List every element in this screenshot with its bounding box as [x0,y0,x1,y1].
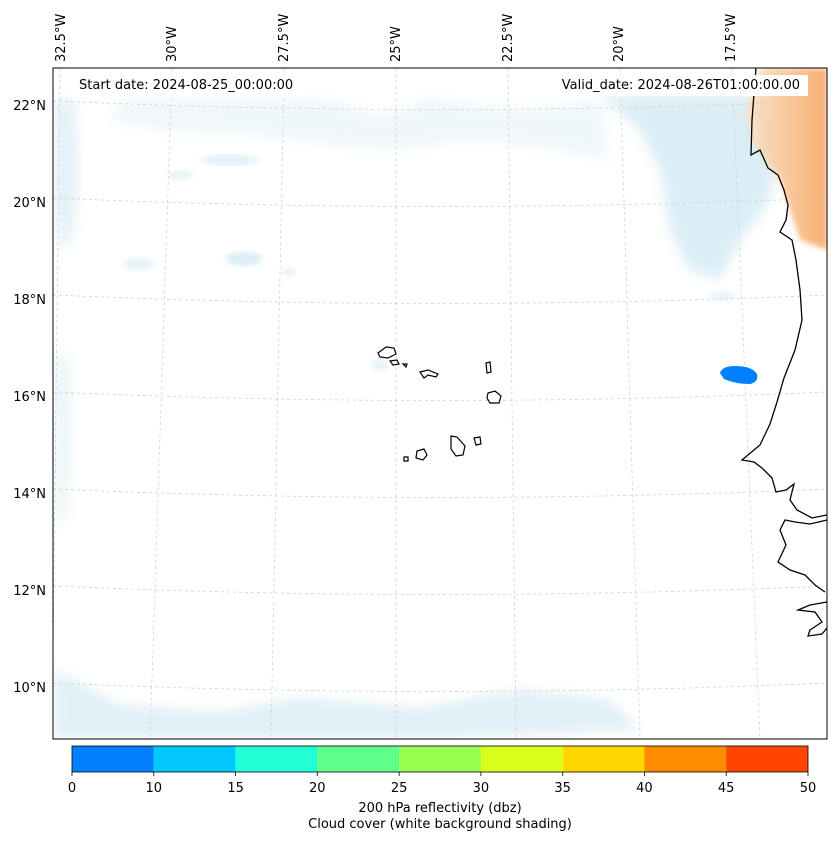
colorbar [71,745,809,776]
colorbar-frame [71,745,809,773]
colorbar-tick-label: 30 [472,781,490,796]
lat-label: 14°N [13,487,46,502]
island-maio [473,436,482,446]
island-santo-antao [377,346,397,359]
lat-label: 20°N [13,196,46,211]
colorbar-tick-label: 50 [799,781,817,796]
gridlines [53,68,827,739]
colorbar-segment [72,746,154,772]
lon-label: 27.5°W [277,14,292,62]
colorbar-tick-label: 10 [145,781,163,796]
lon-label: 20°W [612,26,627,62]
reflectivity-cell [720,366,758,384]
colorbar-tick-label: 25 [390,781,408,796]
lon-label: 30°W [165,26,180,62]
colorbar-title: 200 hPa reflectivity (dbz) [358,801,522,816]
colorbar-segment [562,746,645,772]
longitude-labels: 32.5°W 30°W 27.5°W 25°W 22.5°W 20°W 17.5… [54,14,739,62]
lat-label: 22°N [13,99,46,114]
colorbar-segment [399,746,481,772]
colorbar-segment [644,746,727,772]
colorbar-segment [480,746,563,772]
colorbar-tick-label: 40 [636,781,653,796]
colorbar-tick-label: 15 [227,781,244,796]
island-brava [403,456,409,462]
latitude-labels: 22°N 20°N 18°N 16°N 14°N 12°N 10°N [13,99,46,696]
west-africa-coastline [740,68,827,637]
lon-label: 32.5°W [54,14,69,62]
lon-label: 17.5°W [724,14,739,62]
valid-date-label: Valid_date: 2024-08-26T01:00:00.00 [553,75,808,96]
island-sal [485,361,492,374]
map-frame [52,67,828,740]
colorbar-tick-label: 0 [67,781,77,796]
dust-region [745,68,827,250]
cape-verde-islands [377,346,502,462]
lat-label: 18°N [13,293,46,308]
colorbar-tick-label: 35 [554,781,571,796]
colorbar-tick-label: 20 [309,781,326,796]
colorbar-segment [153,746,236,772]
lon-label: 25°W [389,26,404,62]
colorbar-segment [235,746,318,772]
island-boa-vista [486,390,502,404]
colorbar-segment [317,746,400,772]
map-area [53,68,827,739]
island-sao-vicente [388,359,400,366]
island-fogo [415,448,428,461]
lat-label: 10°N [13,681,46,696]
lat-label: 12°N [13,584,46,599]
colorbar-ticks [71,772,809,776]
island-santiago [450,435,466,457]
island-santa-luzia [401,363,408,369]
colorbar-segment [726,746,808,772]
colorbar-subtitle: Cloud cover (white background shading) [308,817,572,832]
colorbar-tick-label: 45 [717,781,735,796]
lon-label: 22.5°W [501,14,516,62]
start-date-label: Start date: 2024-08-25_00:00:00 [71,75,302,96]
lat-label: 16°N [13,390,46,405]
island-sao-nicolau [419,369,439,379]
